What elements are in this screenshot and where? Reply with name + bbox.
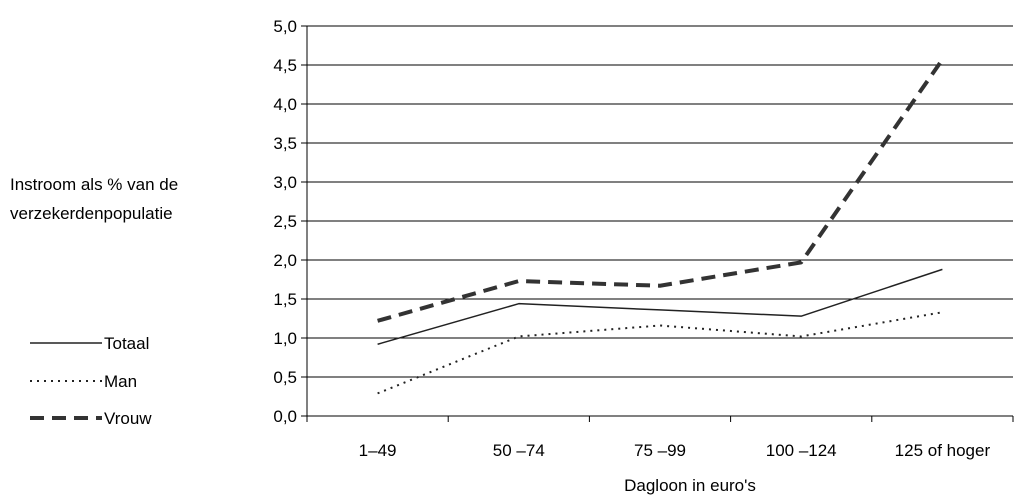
y-tick-label: 2,5 [273,212,297,231]
series-line-man [377,311,943,395]
gridlines [307,25,1013,378]
y-tick-label: 3,0 [273,173,297,192]
y-tick-label: 3,5 [273,134,297,153]
y-tick-label: 0,0 [273,407,297,426]
x-axis-ticks: 1–49 50 –74 75 –99 100 –124 125 of hoger [306,416,1014,460]
x-axis-title: Dagloon in euro's [624,476,756,495]
y-tick-label: 2,0 [273,251,297,270]
x-tick-label: 50 –74 [493,441,545,460]
y-axis-title-line-1: Instroom als % van de [10,175,178,194]
x-tick-label: 100 –124 [766,441,837,460]
legend: Totaal Man Vrouw [30,334,152,428]
y-axis-title-line-2: verzekerdenpopulatie [10,204,173,223]
x-tick-label: 1–49 [359,441,397,460]
x-tick-label: 125 of hoger [895,441,991,460]
legend-label-totaal: Totaal [104,334,149,353]
y-tick-label: 1,5 [273,290,297,309]
y-tick-label: 4,0 [273,95,297,114]
y-axis-ticks: 0,0 0,5 1,0 1,5 2,0 2,5 3,0 3,5 4,0 4,5 5,0 [273,17,307,426]
series-line-vrouw [377,58,945,323]
x-tick-label: 75 –99 [634,441,686,460]
y-tick-label: 4,5 [273,56,297,75]
y-tick-label: 5,0 [273,17,297,36]
legend-label-vrouw: Vrouw [104,409,152,428]
series-lines [377,58,945,395]
y-tick-label: 0,5 [273,368,297,387]
series-line-totaal [377,268,943,345]
y-tick-label: 1,0 [273,329,297,348]
legend-label-man: Man [104,372,137,391]
